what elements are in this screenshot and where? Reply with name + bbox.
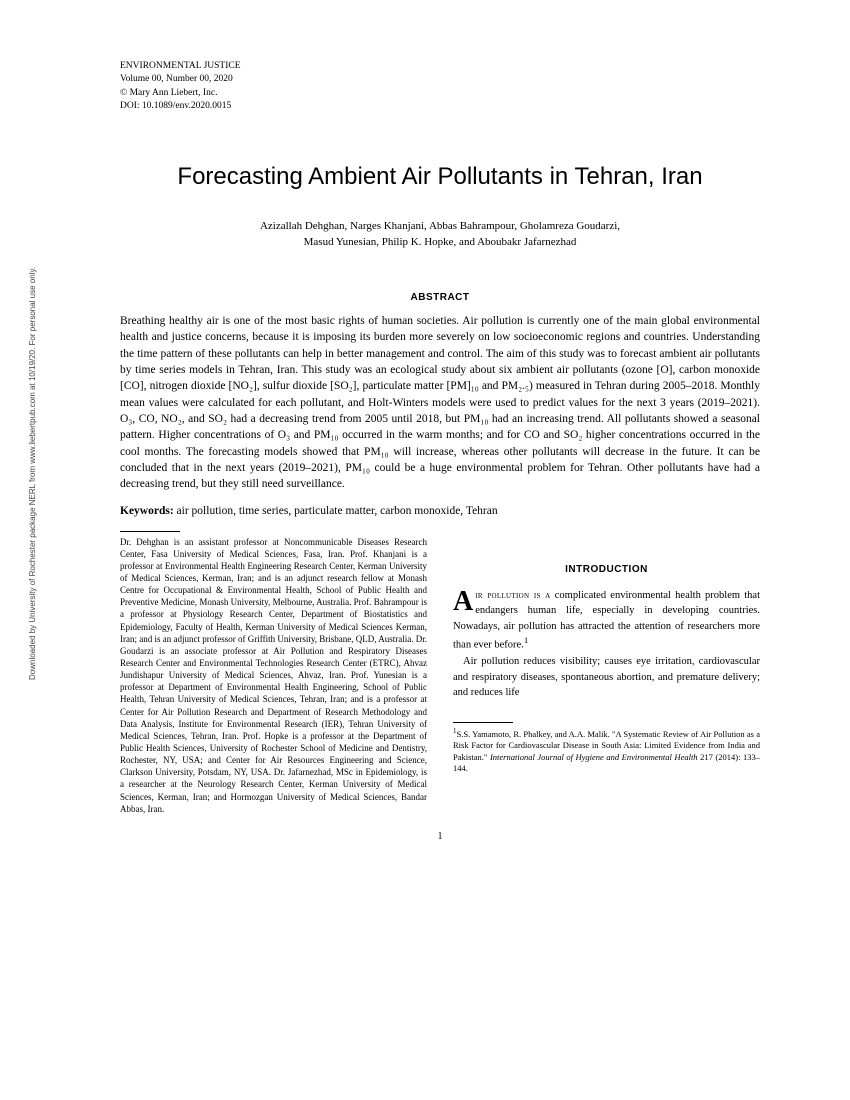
intro-ref-1: 1 xyxy=(524,635,528,645)
authors-line-1: Azizallah Dehghan, Narges Khanjani, Abba… xyxy=(260,220,620,232)
footnote-journal: International Journal of Hygiene and Env… xyxy=(487,752,697,762)
article-title: Forecasting Ambient Air Pollutants in Te… xyxy=(120,163,760,191)
journal-volume: Volume 00, Number 00, 2020 xyxy=(120,73,760,86)
keywords-line: Keywords: air pollution, time series, pa… xyxy=(120,505,760,517)
introduction-body: Air pollution is a complicated environme… xyxy=(453,588,760,700)
dropcap: A xyxy=(453,588,475,614)
affiliations-rule xyxy=(120,531,180,532)
author-list: Azizallah Dehghan, Narges Khanjani, Abba… xyxy=(120,219,760,250)
journal-doi: DOI: 10.1089/env.2020.0015 xyxy=(120,100,760,113)
keywords-values: air pollution, time series, particulate … xyxy=(174,505,498,517)
journal-header: ENVIRONMENTAL JUSTICE Volume 00, Number … xyxy=(120,60,760,113)
abstract-heading: ABSTRACT xyxy=(120,292,760,303)
left-column: Dr. Dehghan is an assistant professor at… xyxy=(120,531,427,815)
footnote-authors: S.S. Yamamoto, R. Phalkey, and A.A. Mali… xyxy=(457,729,613,739)
right-column: INTRODUCTION Air pollution is a complica… xyxy=(453,531,760,815)
two-column-region: Dr. Dehghan is an assistant professor at… xyxy=(120,531,760,815)
keywords-label: Keywords: xyxy=(120,505,174,517)
footnote-1: 1S.S. Yamamoto, R. Phalkey, and A.A. Mal… xyxy=(453,727,760,775)
footnote-rule xyxy=(453,722,513,723)
intro-p2: Air pollution reduces visibility; causes… xyxy=(453,654,760,700)
journal-name: ENVIRONMENTAL JUSTICE xyxy=(120,60,760,73)
page-number: 1 xyxy=(120,831,760,842)
abstract-text: Breathing healthy air is one of the most… xyxy=(120,313,760,493)
author-affiliations: Dr. Dehghan is an assistant professor at… xyxy=(120,536,427,815)
intro-smallcaps: ir pollution is a xyxy=(475,590,550,601)
introduction-heading: INTRODUCTION xyxy=(453,563,760,577)
authors-line-2: Masud Yunesian, Philip K. Hopke, and Abo… xyxy=(304,236,577,248)
journal-copyright: © Mary Ann Liebert, Inc. xyxy=(120,87,760,100)
page-body: ENVIRONMENTAL JUSTICE Volume 00, Number … xyxy=(0,0,850,872)
